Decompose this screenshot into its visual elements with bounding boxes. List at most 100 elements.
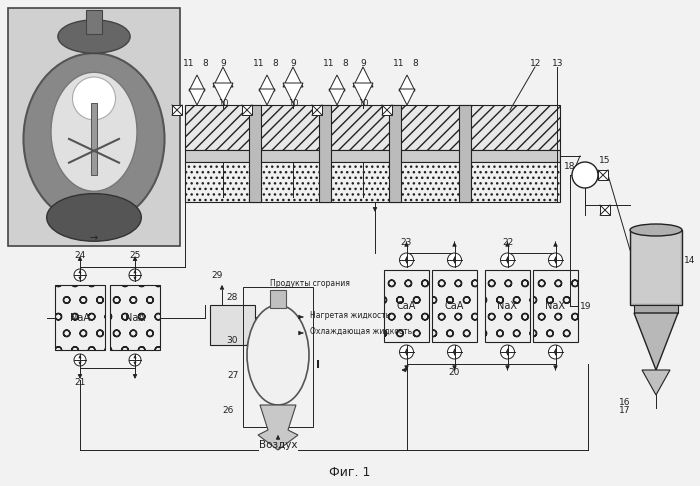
Text: Воздух: Воздух — [259, 440, 298, 450]
Bar — [384, 270, 429, 342]
Text: 9: 9 — [360, 58, 366, 68]
Bar — [533, 270, 578, 342]
Text: 12: 12 — [531, 58, 542, 68]
Text: I: I — [316, 360, 320, 370]
Text: 19: 19 — [580, 301, 592, 311]
Text: 11: 11 — [393, 58, 405, 68]
Bar — [600, 205, 610, 215]
Text: 9: 9 — [220, 58, 226, 68]
Text: 25: 25 — [130, 250, 141, 260]
Ellipse shape — [51, 72, 137, 191]
Polygon shape — [213, 83, 233, 103]
Polygon shape — [329, 75, 345, 91]
Text: 16: 16 — [620, 398, 631, 406]
Circle shape — [500, 253, 514, 267]
Polygon shape — [283, 83, 303, 103]
Bar — [389, 105, 401, 202]
Text: →: → — [90, 233, 98, 243]
Text: CaA: CaA — [397, 301, 416, 311]
Text: 11: 11 — [253, 58, 265, 68]
Text: NaA: NaA — [70, 312, 90, 323]
Text: 21: 21 — [74, 378, 85, 386]
Ellipse shape — [24, 53, 164, 225]
Text: 30: 30 — [226, 335, 238, 345]
Text: 18: 18 — [564, 161, 575, 171]
Bar — [172, 105, 182, 115]
Circle shape — [447, 253, 461, 267]
Bar — [243, 287, 313, 427]
Bar — [8, 8, 180, 246]
Bar — [630, 230, 682, 305]
Polygon shape — [259, 75, 275, 91]
Bar — [634, 305, 678, 313]
Bar — [210, 305, 255, 345]
Text: 9: 9 — [290, 58, 296, 68]
Text: 15: 15 — [599, 156, 610, 164]
Text: 23: 23 — [401, 238, 412, 246]
Text: 29: 29 — [211, 271, 223, 279]
Text: 20: 20 — [449, 367, 460, 377]
Circle shape — [400, 253, 414, 267]
Text: 8: 8 — [272, 58, 278, 68]
Circle shape — [129, 269, 141, 281]
Circle shape — [549, 345, 563, 359]
Ellipse shape — [247, 305, 309, 405]
Polygon shape — [329, 89, 345, 105]
Polygon shape — [283, 67, 303, 87]
Polygon shape — [399, 75, 415, 91]
Text: NaX: NaX — [545, 301, 566, 311]
Polygon shape — [189, 75, 205, 91]
Text: Фиг. 1: Фиг. 1 — [329, 466, 371, 479]
Circle shape — [74, 269, 86, 281]
Circle shape — [500, 345, 514, 359]
Text: 28: 28 — [226, 293, 238, 301]
Text: 13: 13 — [552, 58, 564, 68]
Text: 8: 8 — [202, 58, 208, 68]
Text: 27: 27 — [228, 370, 239, 380]
Bar — [598, 170, 608, 180]
Bar — [185, 105, 560, 150]
Bar — [382, 105, 392, 115]
Polygon shape — [259, 89, 275, 105]
Text: 22: 22 — [502, 238, 513, 246]
Text: 26: 26 — [223, 405, 234, 415]
Text: 17: 17 — [620, 405, 631, 415]
Text: 8: 8 — [342, 58, 348, 68]
Circle shape — [447, 345, 461, 359]
Text: Охлаждающая жидкость: Охлаждающая жидкость — [310, 327, 412, 335]
Bar — [485, 270, 530, 342]
Polygon shape — [189, 89, 205, 105]
Text: NaX: NaX — [498, 301, 517, 311]
Bar — [185, 150, 560, 162]
Bar — [91, 103, 97, 174]
Bar — [432, 270, 477, 342]
Bar — [86, 10, 102, 34]
Text: 14: 14 — [685, 256, 696, 264]
Ellipse shape — [58, 20, 130, 53]
Circle shape — [572, 162, 598, 188]
Bar — [110, 285, 160, 350]
Bar — [249, 105, 261, 202]
Text: 11: 11 — [323, 58, 335, 68]
Bar — [319, 105, 331, 202]
Text: CaA: CaA — [444, 301, 464, 311]
Text: 10: 10 — [288, 99, 298, 107]
Polygon shape — [634, 313, 678, 370]
Circle shape — [74, 354, 86, 366]
Text: 24: 24 — [74, 250, 85, 260]
Bar — [312, 105, 322, 115]
Bar — [632, 232, 680, 303]
Circle shape — [129, 354, 141, 366]
Polygon shape — [642, 370, 670, 395]
Bar — [242, 105, 252, 115]
Text: 10: 10 — [218, 99, 228, 107]
Bar — [270, 290, 286, 308]
Circle shape — [549, 253, 563, 267]
Text: 11: 11 — [183, 58, 195, 68]
Ellipse shape — [630, 224, 682, 236]
Text: 10: 10 — [358, 99, 368, 107]
Text: Нагретая жидкость: Нагретая жидкость — [310, 311, 390, 319]
Polygon shape — [213, 67, 233, 87]
Ellipse shape — [47, 193, 141, 241]
Polygon shape — [353, 83, 373, 103]
